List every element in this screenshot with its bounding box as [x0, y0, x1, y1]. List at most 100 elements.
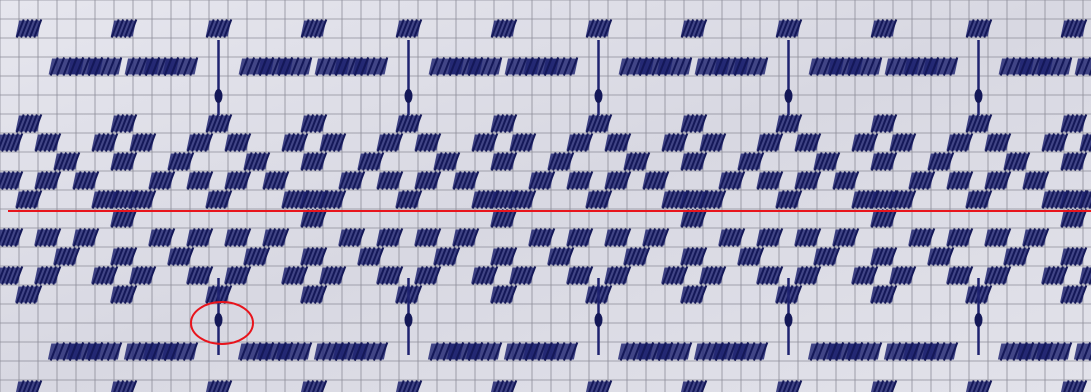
- scribble: [110, 115, 136, 133]
- dot: [405, 89, 413, 103]
- scribble: [276, 343, 311, 361]
- scribble: [680, 153, 706, 171]
- scribble: [262, 229, 288, 247]
- scribble: [965, 381, 991, 392]
- scribble: [300, 248, 326, 266]
- scribble: [205, 191, 231, 209]
- scribble: [262, 172, 288, 190]
- scribble: [376, 267, 402, 285]
- scribble: [509, 134, 535, 152]
- scribble: [16, 20, 42, 38]
- scribble: [813, 153, 839, 171]
- scribble: [775, 191, 801, 209]
- scribble: [167, 248, 193, 266]
- scribble: [91, 134, 117, 152]
- scribble: [547, 248, 573, 266]
- scribble: [699, 267, 725, 285]
- scribble: [491, 20, 517, 38]
- scribble: [1060, 115, 1086, 133]
- scribble: [1022, 172, 1048, 190]
- scribble: [794, 134, 820, 152]
- scribble: [680, 210, 706, 228]
- scribble: [186, 267, 212, 285]
- scribble: [946, 134, 972, 152]
- scribble: [908, 172, 934, 190]
- scribble: [718, 229, 744, 247]
- scribble: [34, 229, 60, 247]
- scribble: [642, 229, 668, 247]
- scribble: [870, 248, 896, 266]
- scribble: [1036, 343, 1071, 361]
- scribble: [604, 229, 630, 247]
- scribble: [467, 58, 502, 76]
- scribble: [490, 153, 516, 171]
- scribble: [162, 343, 197, 361]
- scribble: [281, 267, 307, 285]
- scribble: [357, 248, 383, 266]
- scribble: [277, 58, 312, 76]
- scribble: [206, 20, 232, 38]
- scribble: [490, 248, 516, 266]
- scribble: [167, 153, 193, 171]
- scribble: [984, 229, 1010, 247]
- scribble: [414, 172, 440, 190]
- scribble: [224, 229, 250, 247]
- scribble: [680, 248, 706, 266]
- scribble: [737, 248, 763, 266]
- scribble: [509, 191, 535, 209]
- scribble: [733, 58, 768, 76]
- scribble: [186, 134, 212, 152]
- dot: [785, 89, 793, 103]
- scribble: [1041, 134, 1067, 152]
- scribble: [604, 134, 630, 152]
- scribble: [466, 343, 501, 361]
- scribble: [965, 191, 991, 209]
- graph-paper-photo: [0, 0, 1091, 392]
- scribble: [851, 267, 877, 285]
- scribble: [414, 267, 440, 285]
- scribble: [528, 172, 554, 190]
- scribble: [15, 115, 41, 133]
- scribble: [319, 191, 345, 209]
- dot: [975, 89, 983, 103]
- scribble: [657, 58, 692, 76]
- scribble: [870, 286, 896, 304]
- scribble: [756, 134, 782, 152]
- scribble: [395, 115, 421, 133]
- scribble: [72, 229, 98, 247]
- scribble: [984, 134, 1010, 152]
- scribble: [756, 172, 782, 190]
- scribble: [585, 381, 611, 392]
- scribble: [471, 134, 497, 152]
- scribble: [243, 248, 269, 266]
- scribble: [300, 210, 326, 228]
- scribble: [699, 191, 725, 209]
- scribble: [528, 229, 554, 247]
- scribble: [490, 210, 516, 228]
- scribble: [922, 343, 957, 361]
- scribble: [566, 172, 592, 190]
- scribble: [847, 58, 882, 76]
- scribble: [148, 172, 174, 190]
- scribble: [680, 381, 706, 392]
- dot: [405, 313, 413, 327]
- scribble: [775, 381, 801, 392]
- scribble: [984, 267, 1010, 285]
- scribble: [661, 134, 687, 152]
- scribble: [656, 343, 691, 361]
- scribble: [452, 172, 478, 190]
- scribble: [871, 20, 897, 38]
- scribble: [923, 58, 958, 76]
- scribble: [1060, 153, 1086, 171]
- scribble: [490, 381, 516, 392]
- scribble: [794, 267, 820, 285]
- scribble: [91, 267, 117, 285]
- scribble: [87, 58, 122, 76]
- scribble: [300, 115, 326, 133]
- scribble: [471, 267, 497, 285]
- scribble: [1037, 58, 1072, 76]
- scribble: [490, 286, 516, 304]
- scribble: [376, 172, 402, 190]
- scribble: [34, 267, 60, 285]
- scribble: [623, 248, 649, 266]
